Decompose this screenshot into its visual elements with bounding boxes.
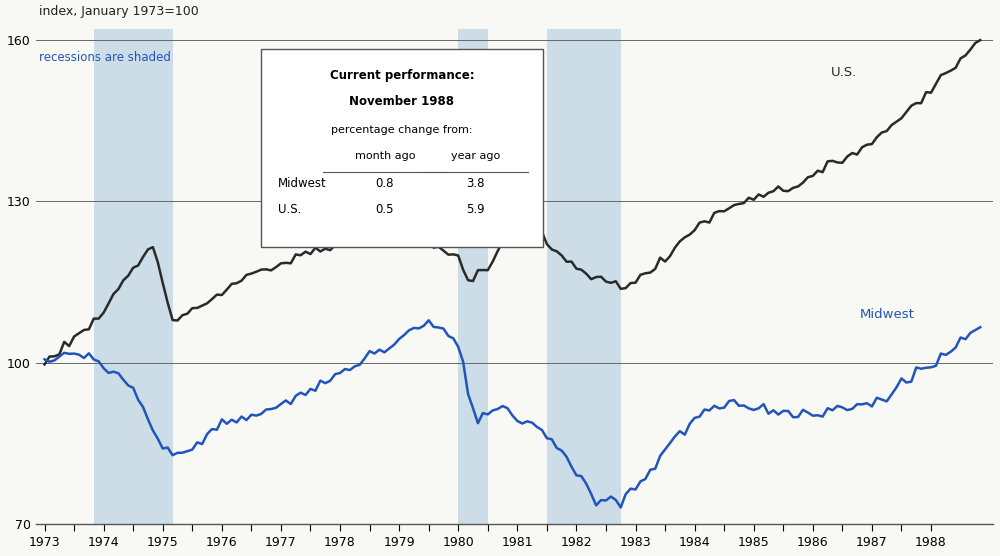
FancyBboxPatch shape	[261, 49, 543, 247]
Text: recessions are shaded: recessions are shaded	[39, 51, 171, 64]
Text: index, January 1973=100: index, January 1973=100	[39, 6, 198, 18]
Text: Midwest: Midwest	[278, 177, 327, 190]
Text: Midwest: Midwest	[860, 308, 915, 321]
Text: 5.9: 5.9	[466, 202, 485, 216]
Bar	[94, 29, 173, 524]
Text: U.S.: U.S.	[278, 202, 301, 216]
Bar	[547, 29, 621, 524]
Text: year ago: year ago	[451, 151, 500, 161]
Text: U.S.: U.S.	[831, 66, 857, 79]
Bar	[458, 29, 488, 524]
Text: 3.8: 3.8	[466, 177, 485, 190]
Text: percentage change from:: percentage change from:	[331, 125, 473, 135]
Text: 0.5: 0.5	[376, 202, 394, 216]
Text: 0.8: 0.8	[376, 177, 394, 190]
Text: month ago: month ago	[355, 151, 415, 161]
Text: November 1988: November 1988	[349, 95, 454, 108]
Text: Current performance:: Current performance:	[330, 69, 474, 82]
